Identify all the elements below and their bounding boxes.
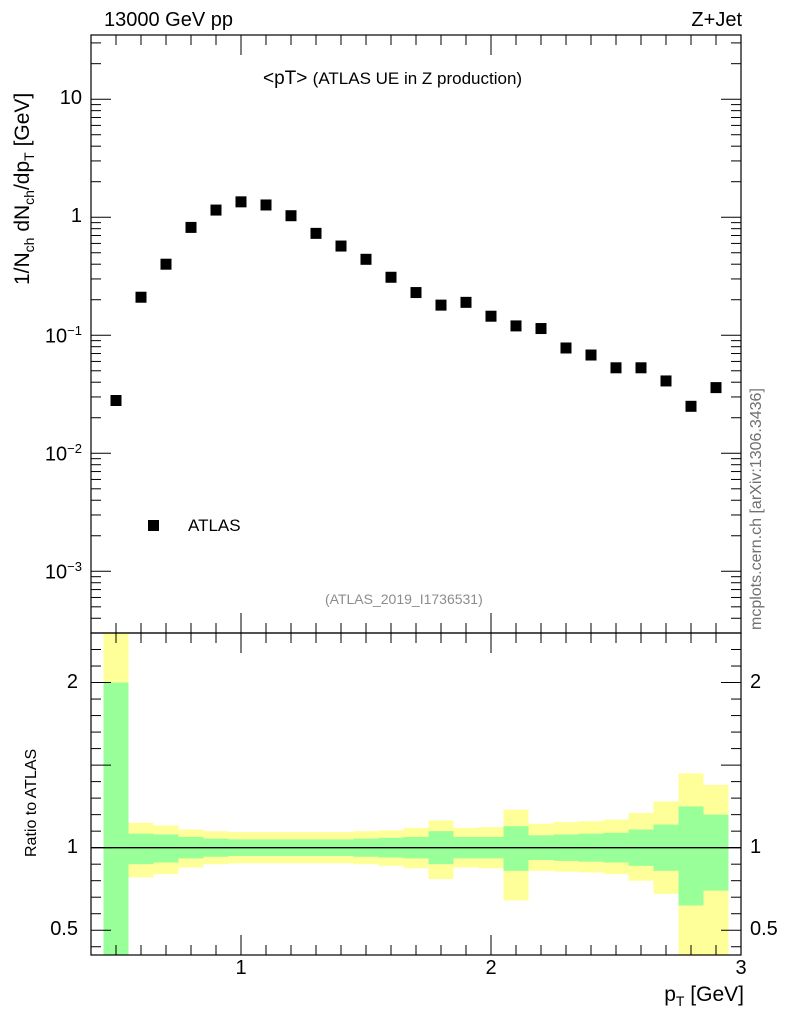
x-tick-label: 1 xyxy=(235,957,247,979)
data-point-atlas xyxy=(235,196,247,208)
data-point-atlas xyxy=(635,362,647,374)
header-energy-label: 13000 GeV pp xyxy=(104,9,233,31)
data-point-atlas xyxy=(410,287,422,299)
main-y-tick-label: 10−1 xyxy=(44,323,82,348)
data-point-atlas xyxy=(585,349,597,361)
data-point-atlas xyxy=(285,210,297,222)
data-point-atlas xyxy=(660,375,672,387)
analysis-id-label: (ATLAS_2019_I1736531) xyxy=(325,591,483,607)
data-point-atlas xyxy=(460,296,472,308)
plot-title-main: <pT> xyxy=(263,68,308,89)
data-point-atlas xyxy=(360,253,372,265)
data-point-atlas xyxy=(260,199,272,211)
ratio-band-stat xyxy=(703,814,729,891)
data-point-atlas xyxy=(210,204,222,216)
x-tick-label: 3 xyxy=(735,957,747,979)
main-y-axis-label: 1/Nch dNch/dpT [GeV] xyxy=(11,92,37,285)
ratio-y-axis-label: Ratio to ATLAS xyxy=(23,748,40,857)
ratio-y-tick-label: 1 xyxy=(66,835,78,858)
x-axis-label: pT [GeV] xyxy=(664,983,744,1009)
ratio-plot-frame xyxy=(90,632,742,956)
ratio-y-tick-label: 2 xyxy=(66,670,78,693)
data-point-atlas xyxy=(160,258,172,270)
main-y-tick-label: 1 xyxy=(70,205,82,228)
main-y-tick-label: 10 xyxy=(59,87,82,110)
data-point-atlas xyxy=(560,342,572,354)
data-point-atlas xyxy=(435,299,447,311)
main-y-tick-label: 10−3 xyxy=(44,559,82,584)
legend-marker-square xyxy=(148,520,159,531)
x-tick-label: 2 xyxy=(485,957,497,979)
data-point-atlas xyxy=(335,240,347,252)
data-point-atlas xyxy=(310,227,322,239)
ratio-band-stat xyxy=(153,834,179,863)
ratio-band-stat xyxy=(103,682,129,955)
data-point-atlas xyxy=(610,362,622,374)
plot-title: <pT> (ATLAS UE in Z production) xyxy=(263,68,522,90)
header-process-label: Z+Jet xyxy=(691,9,742,31)
ratio-band-stat xyxy=(128,833,154,865)
data-point-atlas xyxy=(685,400,697,412)
data-point-atlas xyxy=(135,291,147,303)
data-point-atlas xyxy=(510,320,522,332)
legend-label-atlas: ATLAS xyxy=(188,516,241,535)
ratio-y-tick-label-right: 2 xyxy=(750,670,762,693)
data-point-atlas xyxy=(185,221,197,233)
main-plot-frame xyxy=(90,34,742,634)
ratio-y-tick-label-right: 0.5 xyxy=(750,918,778,941)
ratio-band-stat xyxy=(678,806,704,906)
sidebar-source-label: mcplots.cern.ch [arXiv:1306.3436] xyxy=(748,388,765,630)
main-y-tick-label: 10−2 xyxy=(44,441,82,466)
ratio-y-tick-label-right: 1 xyxy=(750,835,762,858)
data-point-atlas xyxy=(385,271,397,283)
data-point-atlas xyxy=(710,382,722,394)
ratio-y-tick-label: 0.5 xyxy=(50,918,78,941)
plot-title-sub: (ATLAS UE in Z production) xyxy=(312,69,523,88)
ratio-band-stat xyxy=(503,826,529,871)
data-point-atlas xyxy=(110,394,122,406)
data-point-atlas xyxy=(535,323,547,335)
data-point-atlas xyxy=(485,310,497,322)
